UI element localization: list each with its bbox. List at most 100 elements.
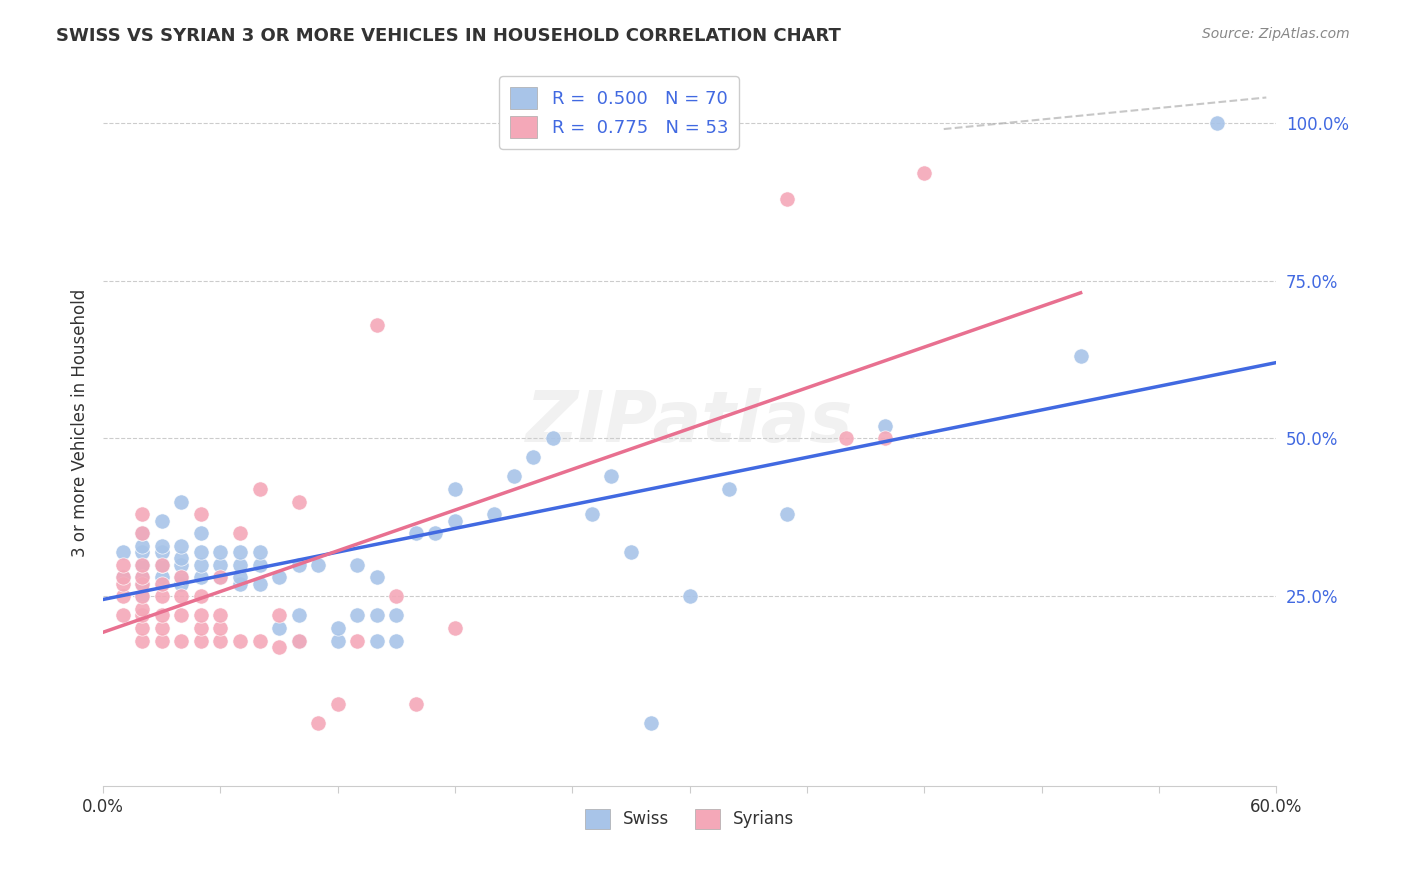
Point — [111, 570, 134, 584]
Point — [405, 526, 427, 541]
Point — [170, 633, 193, 648]
Point — [346, 558, 368, 572]
Point — [131, 558, 153, 572]
Point — [502, 469, 524, 483]
Point — [912, 166, 935, 180]
Point — [170, 539, 193, 553]
Point — [131, 608, 153, 623]
Point — [229, 576, 252, 591]
Point — [131, 621, 153, 635]
Point — [425, 526, 447, 541]
Point — [229, 558, 252, 572]
Point — [249, 558, 271, 572]
Point — [131, 590, 153, 604]
Point — [229, 570, 252, 584]
Point — [405, 697, 427, 711]
Point — [249, 482, 271, 496]
Point — [131, 633, 153, 648]
Point — [170, 570, 193, 584]
Point — [267, 570, 290, 584]
Point — [444, 482, 467, 496]
Point — [875, 432, 897, 446]
Point — [111, 558, 134, 572]
Point — [385, 608, 408, 623]
Point — [150, 545, 173, 559]
Point — [150, 558, 173, 572]
Point — [366, 318, 388, 332]
Point — [307, 558, 329, 572]
Point — [209, 621, 232, 635]
Text: SWISS VS SYRIAN 3 OR MORE VEHICLES IN HOUSEHOLD CORRELATION CHART: SWISS VS SYRIAN 3 OR MORE VEHICLES IN HO… — [56, 27, 841, 45]
Point — [1070, 350, 1092, 364]
Point — [366, 633, 388, 648]
Point — [131, 558, 153, 572]
Point — [131, 539, 153, 553]
Point — [229, 526, 252, 541]
Point — [131, 576, 153, 591]
Point — [131, 526, 153, 541]
Point — [209, 558, 232, 572]
Point — [385, 633, 408, 648]
Text: Source: ZipAtlas.com: Source: ZipAtlas.com — [1202, 27, 1350, 41]
Point — [190, 526, 212, 541]
Point — [267, 640, 290, 654]
Point — [111, 570, 134, 584]
Point — [209, 570, 232, 584]
Legend: Swiss, Syrians: Swiss, Syrians — [578, 802, 801, 836]
Point — [209, 545, 232, 559]
Point — [209, 608, 232, 623]
Point — [190, 570, 212, 584]
Point — [190, 608, 212, 623]
Point — [131, 602, 153, 616]
Point — [150, 608, 173, 623]
Point — [131, 508, 153, 522]
Point — [131, 570, 153, 584]
Point — [170, 590, 193, 604]
Point — [170, 494, 193, 508]
Point — [346, 633, 368, 648]
Point — [717, 482, 740, 496]
Text: ZIPatlas: ZIPatlas — [526, 388, 853, 458]
Point — [287, 608, 309, 623]
Point — [190, 621, 212, 635]
Point — [150, 558, 173, 572]
Point — [600, 469, 623, 483]
Point — [1206, 116, 1229, 130]
Point — [444, 514, 467, 528]
Point — [482, 508, 505, 522]
Point — [170, 558, 193, 572]
Y-axis label: 3 or more Vehicles in Household: 3 or more Vehicles in Household — [72, 289, 89, 557]
Point — [190, 590, 212, 604]
Point — [835, 432, 858, 446]
Point — [249, 633, 271, 648]
Point — [581, 508, 603, 522]
Point — [326, 697, 349, 711]
Point — [111, 590, 134, 604]
Point — [287, 558, 309, 572]
Point — [190, 633, 212, 648]
Point — [776, 508, 799, 522]
Point — [366, 608, 388, 623]
Point — [190, 508, 212, 522]
Point — [111, 608, 134, 623]
Point — [287, 633, 309, 648]
Point — [249, 545, 271, 559]
Point — [150, 558, 173, 572]
Point — [640, 715, 662, 730]
Point — [522, 450, 544, 465]
Point — [209, 633, 232, 648]
Point — [326, 633, 349, 648]
Point — [307, 715, 329, 730]
Point — [209, 570, 232, 584]
Point — [150, 590, 173, 604]
Point — [678, 590, 700, 604]
Point — [385, 590, 408, 604]
Point — [150, 633, 173, 648]
Point — [150, 576, 173, 591]
Point — [131, 526, 153, 541]
Point — [170, 570, 193, 584]
Point — [131, 558, 153, 572]
Point — [229, 633, 252, 648]
Point — [541, 432, 564, 446]
Point — [190, 558, 212, 572]
